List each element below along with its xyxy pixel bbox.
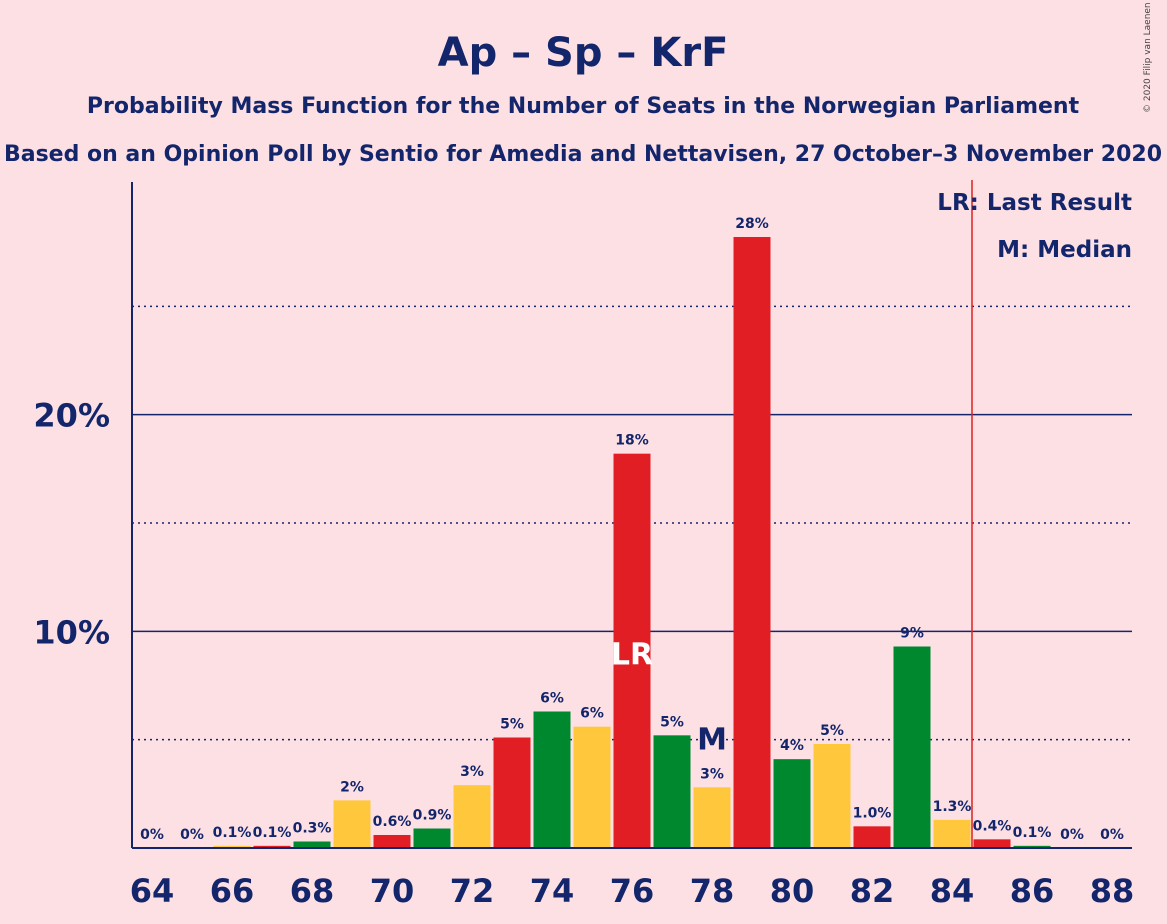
data-label: 0%	[180, 827, 204, 843]
bar-seats-80	[773, 759, 811, 848]
bar-seats-72	[453, 785, 491, 848]
bar-seats-79	[733, 237, 771, 848]
data-label: 5%	[660, 714, 684, 730]
data-label: 0.1%	[253, 825, 292, 841]
y-tick-label: 10%	[33, 613, 110, 651]
legend-median: M: Median	[997, 237, 1132, 263]
bar-seats-71	[413, 828, 451, 848]
bar-seats-70	[373, 835, 411, 848]
x-tick-label: 78	[690, 872, 735, 910]
x-tick-label: 64	[130, 872, 175, 910]
data-label: 2%	[340, 779, 364, 795]
bar-seats-76	[613, 453, 651, 848]
data-label: 0%	[140, 827, 164, 843]
bar-seats-86	[1013, 845, 1051, 848]
x-tick-label: 88	[1090, 872, 1135, 910]
bar-seats-84	[933, 819, 971, 848]
data-label: 0%	[1060, 827, 1084, 843]
gridlines: 10% 20%	[33, 305, 1132, 741]
data-label: 3%	[700, 766, 724, 782]
last-result-marker: LR	[611, 638, 653, 673]
bar-seats-83	[893, 646, 931, 848]
copyright-note: © 2020 Filip van Laenen	[1143, 2, 1153, 113]
axes: 64 66 68 70 72 74 76 78 80 82 84 86 88	[130, 182, 1135, 910]
data-label: 1.0%	[853, 805, 892, 821]
chart-title: Ap – Sp – KrF	[438, 30, 729, 76]
x-tick-label: 66	[210, 872, 255, 910]
data-label: 6%	[580, 706, 604, 722]
legend-last-result: LR: Last Result	[937, 190, 1132, 216]
data-label: 3%	[460, 764, 484, 780]
data-label: 9%	[900, 626, 924, 642]
x-tick-label: 82	[850, 872, 895, 910]
bar-seats-74	[533, 711, 571, 848]
chart-subtitle: Probability Mass Function for the Number…	[87, 94, 1080, 119]
x-tick-label: 68	[290, 872, 335, 910]
data-label: 18%	[615, 433, 649, 449]
x-tick-label: 76	[610, 872, 655, 910]
bar-seats-85	[973, 839, 1011, 848]
bar-seats-82	[853, 826, 891, 848]
bar-seats-81	[813, 744, 851, 848]
bar-seats-77	[653, 735, 691, 848]
x-tick-label: 74	[530, 872, 575, 910]
y-tick-label: 20%	[33, 397, 110, 435]
data-labels: 0% 0% 0.1% 0.1% 0.3%2%0.6% 0.9%3%5%6%6%18%5%3…	[140, 180, 1124, 848]
bars	[213, 237, 1051, 848]
data-label: 6%	[540, 691, 564, 707]
x-tick-label: 70	[370, 872, 415, 910]
bar-seats-78	[693, 787, 731, 848]
data-label: 1.3%	[933, 799, 972, 815]
data-label: 28%	[735, 216, 769, 232]
data-label: 5%	[820, 723, 844, 739]
bar-seats-69	[333, 800, 371, 848]
x-tick-label: 80	[770, 872, 815, 910]
bar-seats-67	[253, 845, 291, 848]
data-label: 0.3%	[293, 821, 332, 837]
x-tick-label: 84	[930, 872, 975, 910]
data-label: 4%	[780, 738, 804, 754]
data-label: 0.6%	[373, 814, 412, 830]
median-marker: M	[697, 722, 727, 757]
bar-seats-75	[573, 726, 611, 848]
bar-seats-68	[293, 841, 331, 848]
data-label: 0.1%	[1013, 825, 1052, 841]
bar-seats-66	[213, 845, 251, 848]
data-label: 0.4%	[973, 818, 1012, 834]
x-tick-label: 72	[450, 872, 495, 910]
data-label: 0%	[1100, 827, 1124, 843]
data-label: 0.1%	[213, 825, 252, 841]
data-label: 0.9%	[413, 808, 452, 824]
bar-seats-73	[493, 737, 531, 848]
chart-subtitle-poll: Based on an Opinion Poll by Sentio for A…	[4, 142, 1162, 167]
data-label: 5%	[500, 717, 524, 733]
x-tick-label: 86	[1010, 872, 1055, 910]
